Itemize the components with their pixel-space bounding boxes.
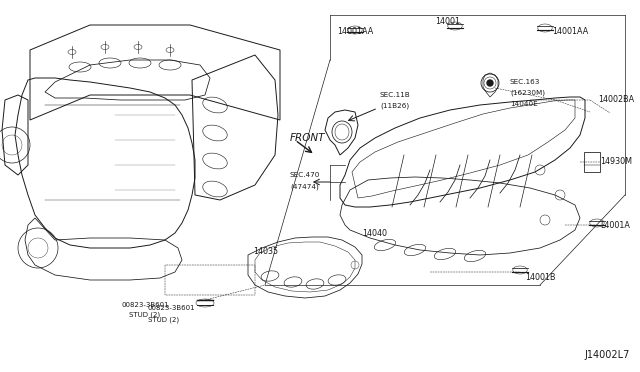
Text: 14040: 14040 [362, 228, 387, 237]
Text: 14001AA: 14001AA [552, 28, 588, 36]
Text: 14001AA: 14001AA [337, 28, 373, 36]
Text: 14930M: 14930M [600, 157, 632, 167]
Text: 14002BA: 14002BA [598, 96, 634, 105]
Bar [584, 152, 600, 172]
Text: 14040E: 14040E [510, 101, 538, 107]
Text: L4001A: L4001A [600, 221, 630, 230]
Text: 14001: 14001 [435, 17, 461, 26]
Circle shape [487, 80, 493, 86]
Text: J14002L7: J14002L7 [584, 350, 630, 360]
Text: STUD (2): STUD (2) [129, 312, 161, 318]
Text: 14001B: 14001B [525, 273, 556, 282]
Text: 14035: 14035 [253, 247, 278, 257]
Text: 00823-3B601: 00823-3B601 [121, 302, 169, 308]
Text: SEC.470: SEC.470 [290, 172, 321, 178]
Text: (16230M): (16230M) [510, 90, 545, 96]
Text: 00823-3B601: 00823-3B601 [148, 305, 196, 311]
Text: SEC.163: SEC.163 [510, 79, 540, 85]
Text: (11B26): (11B26) [380, 103, 409, 109]
Text: FRONT: FRONT [290, 133, 326, 143]
Text: STUD (2): STUD (2) [148, 317, 179, 323]
Text: (47474): (47474) [290, 184, 319, 190]
Text: SEC.11B: SEC.11B [380, 92, 411, 98]
